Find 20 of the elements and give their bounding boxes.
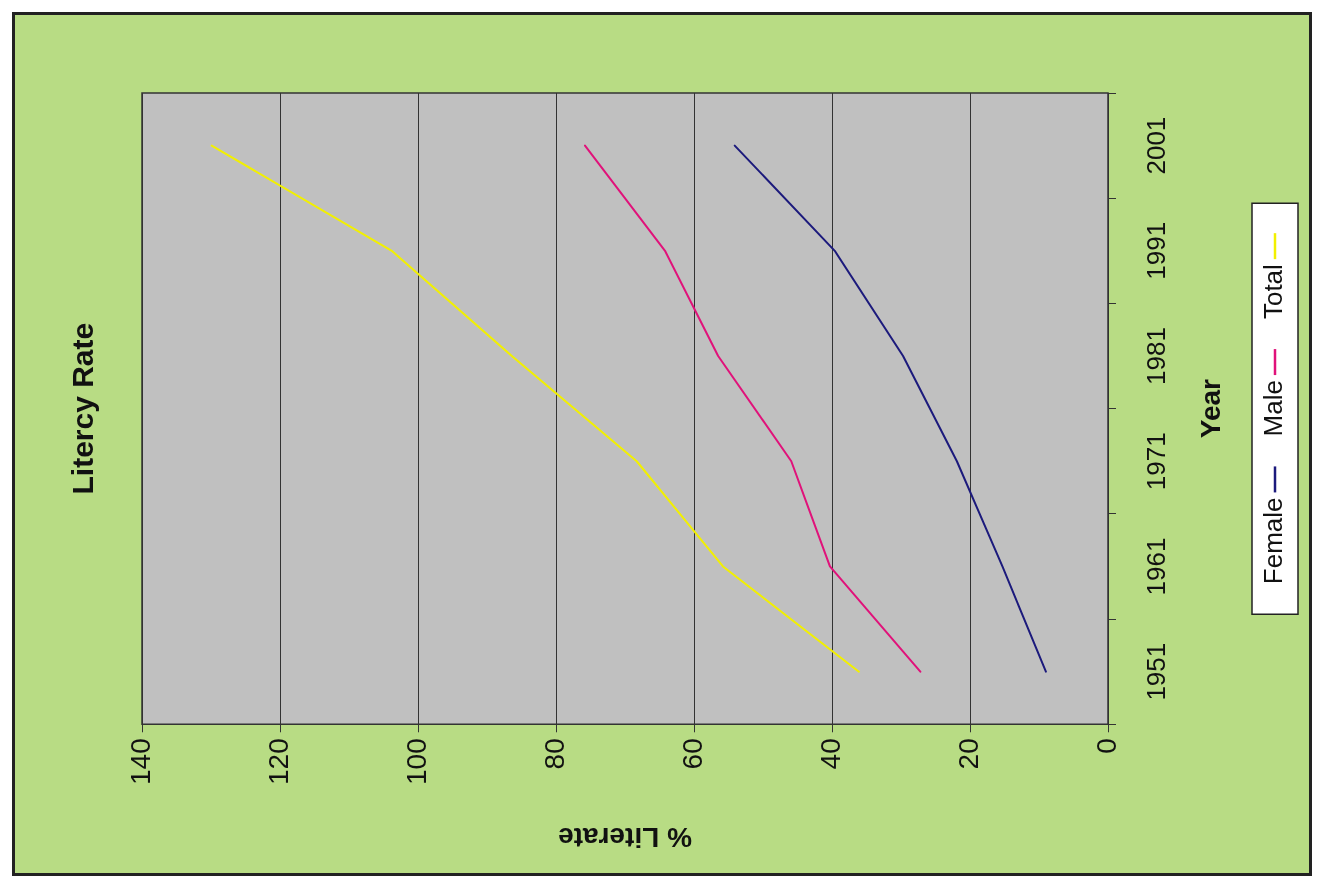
y-tick-label: 1951 (1141, 642, 1172, 701)
legend-label: Female (1258, 497, 1289, 585)
legend-label: Male (1258, 380, 1289, 437)
x-tick-label: 140 (124, 738, 156, 785)
text: Litercy Rate (66, 322, 100, 495)
y-tick-label: 1981 (1141, 327, 1172, 385)
x-tick-label: 80 (538, 738, 570, 770)
x-tick-label: 60 (676, 738, 708, 770)
x-tick-label: 40 (814, 738, 846, 770)
x-tick-label: 120 (262, 738, 294, 785)
x-tick-label: 100 (400, 738, 432, 785)
x-tick-label: 20 (952, 738, 984, 770)
x-tick-label: 0 (1090, 738, 1122, 754)
x-axis-title: % Literate (558, 822, 692, 854)
y-tick-label: 2001 (1141, 116, 1172, 175)
y-tick-label: 1961 (1141, 537, 1172, 596)
legend-label: Total (1258, 264, 1289, 320)
y-tick-label: 1971 (1141, 432, 1172, 491)
y-axis-title: Year (1194, 378, 1226, 439)
y-tick-label: 1991 (1141, 221, 1172, 280)
